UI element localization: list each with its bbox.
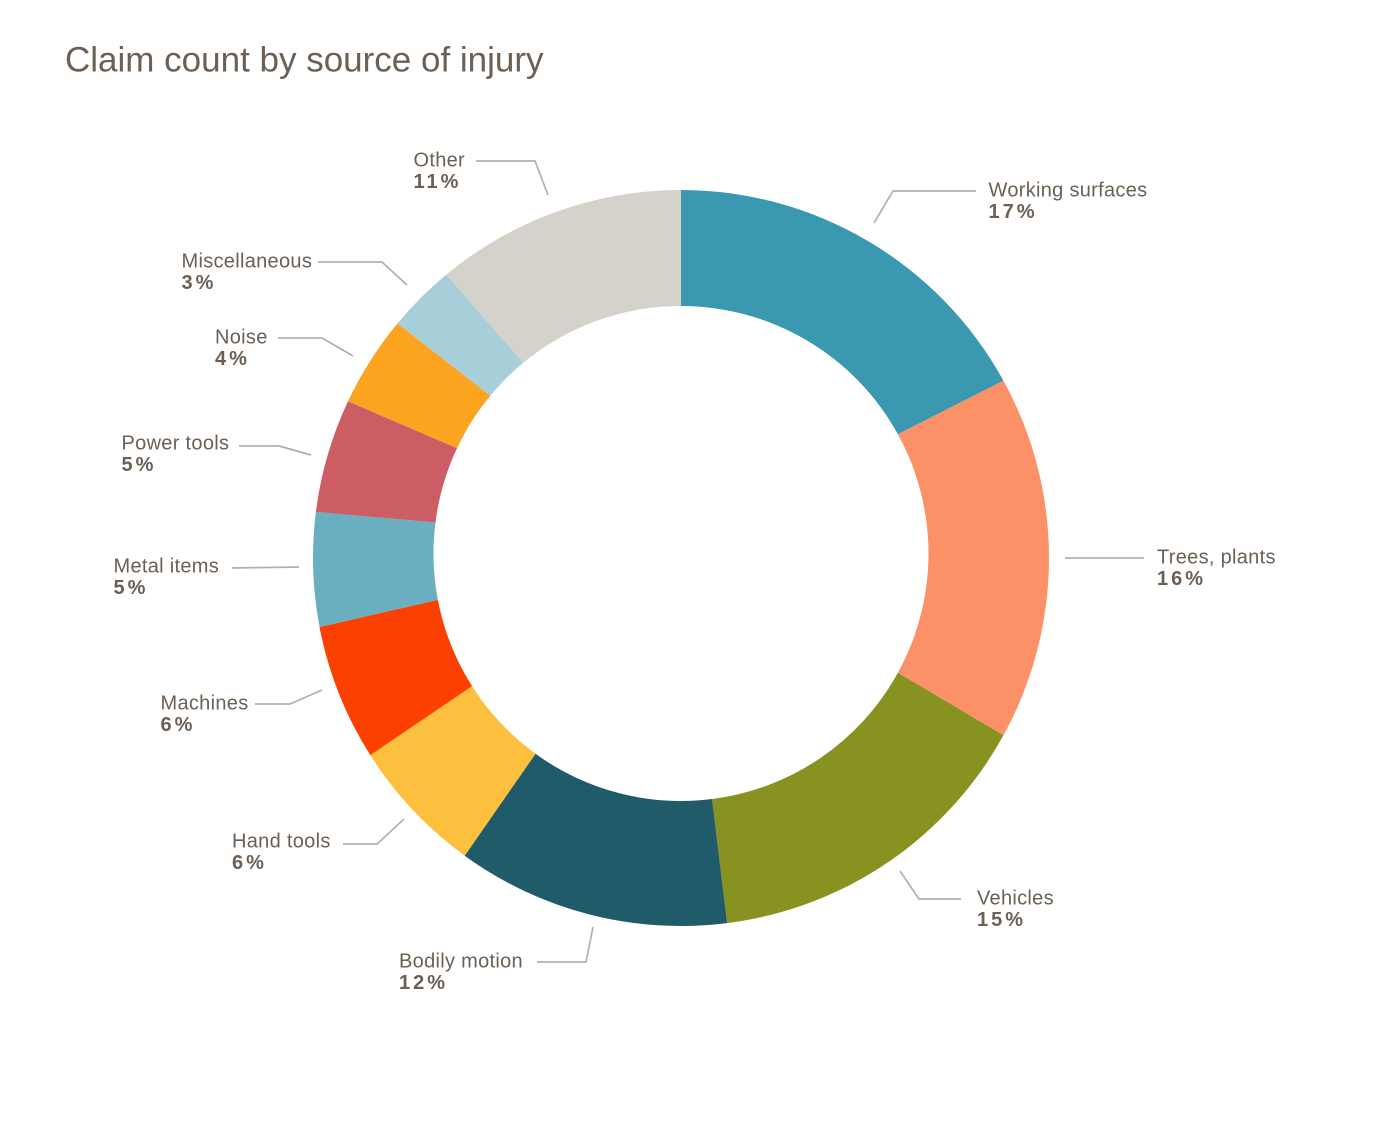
svg-text:Bodily motion: Bodily motion xyxy=(399,950,523,972)
svg-text:Machines: Machines xyxy=(161,692,249,714)
svg-text:5%: 5% xyxy=(122,454,157,476)
svg-text:Working surfaces: Working surfaces xyxy=(989,179,1148,201)
svg-text:17%: 17% xyxy=(989,201,1038,223)
svg-text:Trees, plants: Trees, plants xyxy=(1157,546,1276,568)
svg-text:Metal items: Metal items xyxy=(114,555,220,577)
svg-text:5%: 5% xyxy=(114,577,149,599)
svg-text:11%: 11% xyxy=(414,171,462,193)
svg-text:Noise: Noise xyxy=(215,326,268,348)
svg-text:Claim count by source of injur: Claim count by source of injury xyxy=(65,41,544,80)
svg-text:15%: 15% xyxy=(977,909,1026,931)
svg-text:16%: 16% xyxy=(1157,568,1206,590)
svg-text:12%: 12% xyxy=(399,972,448,994)
svg-text:Miscellaneous: Miscellaneous xyxy=(182,250,313,272)
svg-text:4%: 4% xyxy=(215,348,250,370)
svg-text:6%: 6% xyxy=(232,852,267,874)
svg-text:Power tools: Power tools xyxy=(122,433,230,455)
svg-text:Hand tools: Hand tools xyxy=(232,831,331,853)
svg-text:3%: 3% xyxy=(182,272,217,294)
svg-text:Other: Other xyxy=(414,149,466,171)
svg-text:6%: 6% xyxy=(161,714,196,736)
svg-text:Vehicles: Vehicles xyxy=(977,887,1054,909)
